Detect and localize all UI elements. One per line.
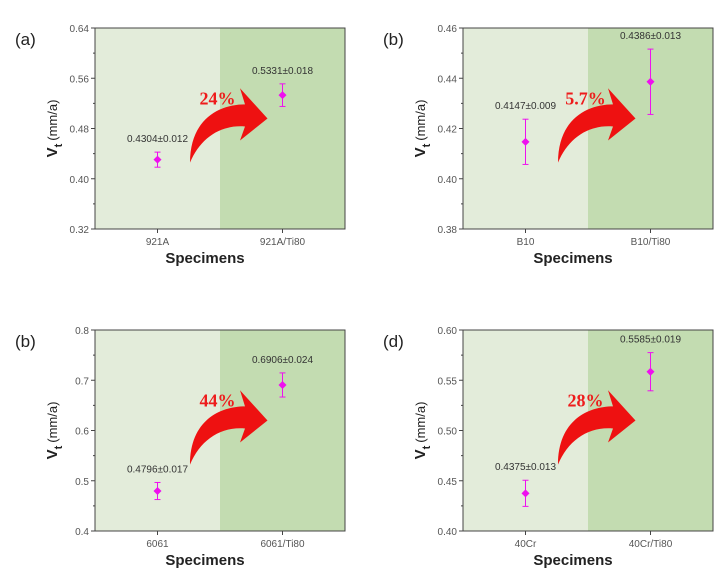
data-point <box>278 380 287 389</box>
data-point <box>153 155 162 164</box>
data-label: 0.5585±0.019 <box>620 335 682 346</box>
chart-panel: 0.38 0.40 0.42 0.44 0.46 B10 B10/Ti80 Specimens… <box>383 24 714 267</box>
data-label: 0.4304±0.012 <box>127 134 189 145</box>
y-label-sub: t <box>421 143 433 147</box>
y-tick-label: 0.40 <box>70 175 90 186</box>
arrow-icon <box>190 390 268 465</box>
y-label-unit: (mm/a) <box>45 402 60 443</box>
y-axis-label: Vt (mm/a) <box>412 100 433 158</box>
y-tick-label: 0.6 <box>75 427 89 438</box>
x-axis-label: Specimens <box>165 250 244 267</box>
x-axis-label: Specimens <box>533 552 612 569</box>
data-point <box>646 77 655 86</box>
y-label-unit: (mm/a) <box>45 100 60 141</box>
y-tick-label: 0.42 <box>438 125 458 136</box>
x-tick-label: 6061/Ti80 <box>260 539 305 550</box>
data-point <box>521 489 530 498</box>
y-tick-label: 0.40 <box>438 175 458 186</box>
y-axis-label: Vt (mm/a) <box>44 100 65 158</box>
data-label: 0.6906±0.024 <box>252 355 314 366</box>
y-tick-label: 0.45 <box>438 477 458 488</box>
data-point <box>278 91 287 100</box>
right-background <box>220 28 345 229</box>
x-tick-label: 921A/Ti80 <box>260 237 306 248</box>
x-tick-label: 921A <box>146 237 170 248</box>
right-background <box>220 330 345 531</box>
y-tick-label: 0.5 <box>75 477 89 488</box>
y-label-main: V <box>44 147 61 157</box>
x-axis-label: Specimens <box>165 552 244 569</box>
y-tick-label: 0.8 <box>75 326 89 337</box>
arrow-icon <box>558 390 636 465</box>
data-point <box>646 367 655 376</box>
y-label-unit: (mm/a) <box>413 100 428 141</box>
y-tick-label: 0.7 <box>75 376 89 387</box>
data-point <box>521 137 530 146</box>
y-tick-label: 0.32 <box>70 225 90 236</box>
x-tick-label: B10 <box>517 237 535 248</box>
y-tick-label: 0.56 <box>70 74 90 85</box>
y-axis-label: Vt (mm/a) <box>44 402 65 460</box>
data-label: 0.4147±0.009 <box>495 101 557 112</box>
chart-panel: 0.32 0.40 0.48 0.56 0.64 921A 921A/Ti80 Specime… <box>15 24 346 267</box>
data-point <box>153 487 162 496</box>
arrow-icon <box>558 88 636 163</box>
y-tick-label: 0.48 <box>70 125 90 136</box>
x-tick-label: 40Cr <box>515 539 537 550</box>
y-tick-label: 0.64 <box>70 24 90 35</box>
percent-increase-label: 28% <box>568 390 604 410</box>
y-label-main: V <box>412 147 429 157</box>
x-tick-label: B10/Ti80 <box>631 237 671 248</box>
y-label-sub: t <box>53 445 65 449</box>
percent-increase-label: 24% <box>200 88 236 108</box>
y-tick-label: 0.50 <box>438 427 458 438</box>
percent-increase-label: 44% <box>200 390 236 410</box>
y-label-unit: (mm/a) <box>413 402 428 443</box>
data-label: 0.4386±0.013 <box>620 31 682 42</box>
x-tick-label: 6061 <box>146 539 169 550</box>
data-label: 0.4375±0.013 <box>495 462 557 473</box>
y-tick-label: 0.55 <box>438 376 458 387</box>
y-tick-label: 0.4 <box>75 527 89 538</box>
chart-panel: 0.40 0.45 0.50 0.55 0.60 40Cr 40Cr/Ti80 Specime… <box>383 326 714 569</box>
percent-increase-label: 5.7% <box>565 88 606 108</box>
y-label-main: V <box>412 449 429 459</box>
y-tick-label: 0.46 <box>438 24 458 35</box>
x-tick-label: 40Cr/Ti80 <box>629 539 673 550</box>
y-tick-label: 0.44 <box>438 74 458 85</box>
panel-label: (b) <box>383 30 404 49</box>
y-tick-label: 0.38 <box>438 225 458 236</box>
y-label-sub: t <box>53 143 65 147</box>
y-label-sub: t <box>421 445 433 449</box>
panel-label: (d) <box>383 332 404 351</box>
arrow-icon <box>190 88 268 163</box>
y-axis-label: Vt (mm/a) <box>412 402 433 460</box>
data-label: 0.4796±0.017 <box>127 464 189 475</box>
data-label: 0.5331±0.018 <box>252 66 314 77</box>
y-label-main: V <box>44 449 61 459</box>
x-axis-label: Specimens <box>533 250 612 267</box>
panel-label: (b) <box>15 332 36 351</box>
y-tick-label: 0.60 <box>438 326 458 337</box>
panel-label: (a) <box>15 30 36 49</box>
chart-panel: 0.4 0.5 0.6 0.7 0.8 6061 6061/Ti80 Specimens Vt (… <box>15 326 346 569</box>
y-tick-label: 0.40 <box>438 527 458 538</box>
